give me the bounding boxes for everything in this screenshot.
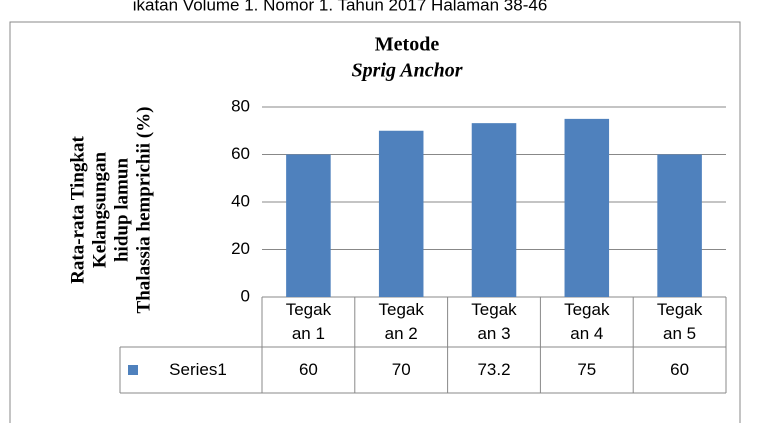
value-cell-text: 70 (391, 360, 411, 379)
chart-title: Metode (375, 34, 440, 56)
value-cell-text: 60 (298, 360, 318, 379)
legend-label: Series1 (134, 347, 262, 393)
x-tick-label-text: Tegakan 5 (656, 300, 703, 343)
chart-frame (9, 21, 741, 423)
y-label-line: hidup lamun (111, 158, 132, 262)
y-tick-label: 0 (241, 286, 250, 305)
x-tick-label: Tegakan 5 (633, 297, 726, 347)
value-cell: 70 (355, 347, 448, 393)
value-cell: 60 (262, 347, 355, 393)
x-tick-label-text: Tegakan 1 (285, 300, 332, 343)
y-label-line: Thalassia hemprichii (%) (133, 107, 154, 314)
value-cell: 60 (633, 347, 726, 393)
legend-swatch (128, 365, 138, 375)
value-cell-text: 60 (670, 360, 690, 379)
bar (471, 123, 517, 298)
x-tick-label-text: Tegakan 3 (471, 300, 517, 343)
x-tick-label: Tegakan 1 (262, 297, 355, 347)
value-cell: 73.2 (448, 347, 541, 393)
y-tick-label: 20 (231, 239, 250, 258)
y-label-line: Rata-rata Tingkat (67, 136, 88, 284)
y-tick-label: 60 (231, 144, 250, 163)
header-text: ikatan Volume 1. Nomor 1. Tahun 2017 Hal… (133, 0, 548, 14)
y-tick-label: 40 (231, 191, 250, 210)
x-tick-label-text: Tegakan 2 (378, 300, 424, 343)
x-tick-label: Tegakan 2 (355, 297, 448, 347)
y-axis-label: Rata-rata Tingkat Kelangsungan hidup lamun… (67, 107, 154, 314)
legend-label-text: Series1 (169, 360, 227, 379)
x-tick-label: Tegakan 3 (448, 297, 541, 347)
value-cell-text: 75 (577, 360, 597, 379)
bar (657, 154, 702, 297)
bar (286, 154, 331, 297)
bar (378, 130, 424, 297)
value-cell-text: 73.2 (477, 360, 511, 379)
x-tick-label: Tegakan 4 (540, 297, 633, 347)
value-cell: 75 (540, 347, 633, 393)
x-tick-label-text: Tegakan 4 (564, 300, 610, 343)
bar (564, 118, 610, 297)
chart-subtitle: Sprig Anchor (352, 60, 463, 82)
y-tick-label: 80 (231, 96, 250, 115)
y-label-line: Kelangsungan (89, 151, 110, 268)
